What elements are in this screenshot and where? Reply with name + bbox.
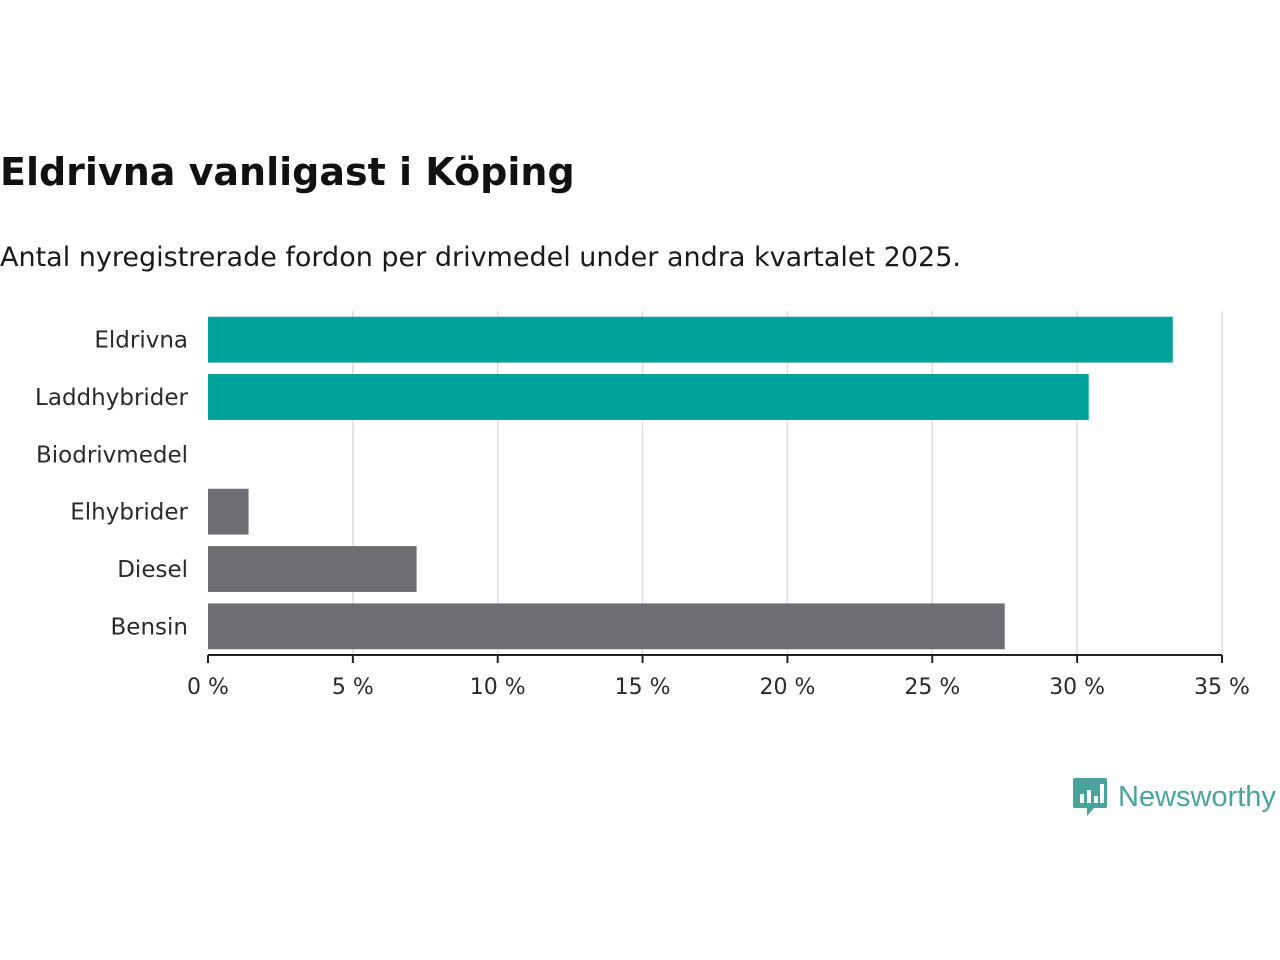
chart-subtitle: Antal nyregistrerade fordon per drivmede…: [0, 242, 961, 273]
category-label: Diesel: [117, 557, 188, 583]
x-tick-label: 35 %: [1194, 675, 1250, 700]
x-tick-label: 20 %: [759, 675, 815, 700]
x-tick-label: 5 %: [332, 675, 374, 700]
newsworthy-logo[interactable]: Newsworthy: [1072, 776, 1276, 818]
x-tick-label: 15 %: [615, 675, 671, 700]
category-label: Elhybrider: [70, 500, 188, 526]
x-tick-label: 10 %: [470, 675, 526, 700]
x-tick-label: 0 %: [187, 675, 229, 700]
bar-laddhybrider: [208, 374, 1089, 420]
category-label: Eldrivna: [94, 328, 188, 354]
category-label: Bensin: [111, 614, 188, 640]
bar-bensin: [208, 603, 1005, 650]
bar-diesel: [208, 546, 417, 592]
category-label: Biodrivmedel: [36, 442, 188, 468]
bar-chart: Eldrivna Laddhybrider Biodrivmedel Elhybrid…: [35, 311, 1250, 700]
newsworthy-logo-icon: [1073, 778, 1107, 816]
x-tick-label: 25 %: [904, 675, 960, 700]
bar-elhybrider: [208, 488, 249, 535]
x-tick-label: 30 %: [1049, 675, 1105, 700]
chart-title: Eldrivna vanligast i Köping: [0, 150, 575, 194]
bar-eldrivna: [208, 316, 1173, 363]
newsworthy-logo-text: Newsworthy: [1118, 780, 1276, 813]
category-label: Laddhybrider: [35, 385, 188, 411]
